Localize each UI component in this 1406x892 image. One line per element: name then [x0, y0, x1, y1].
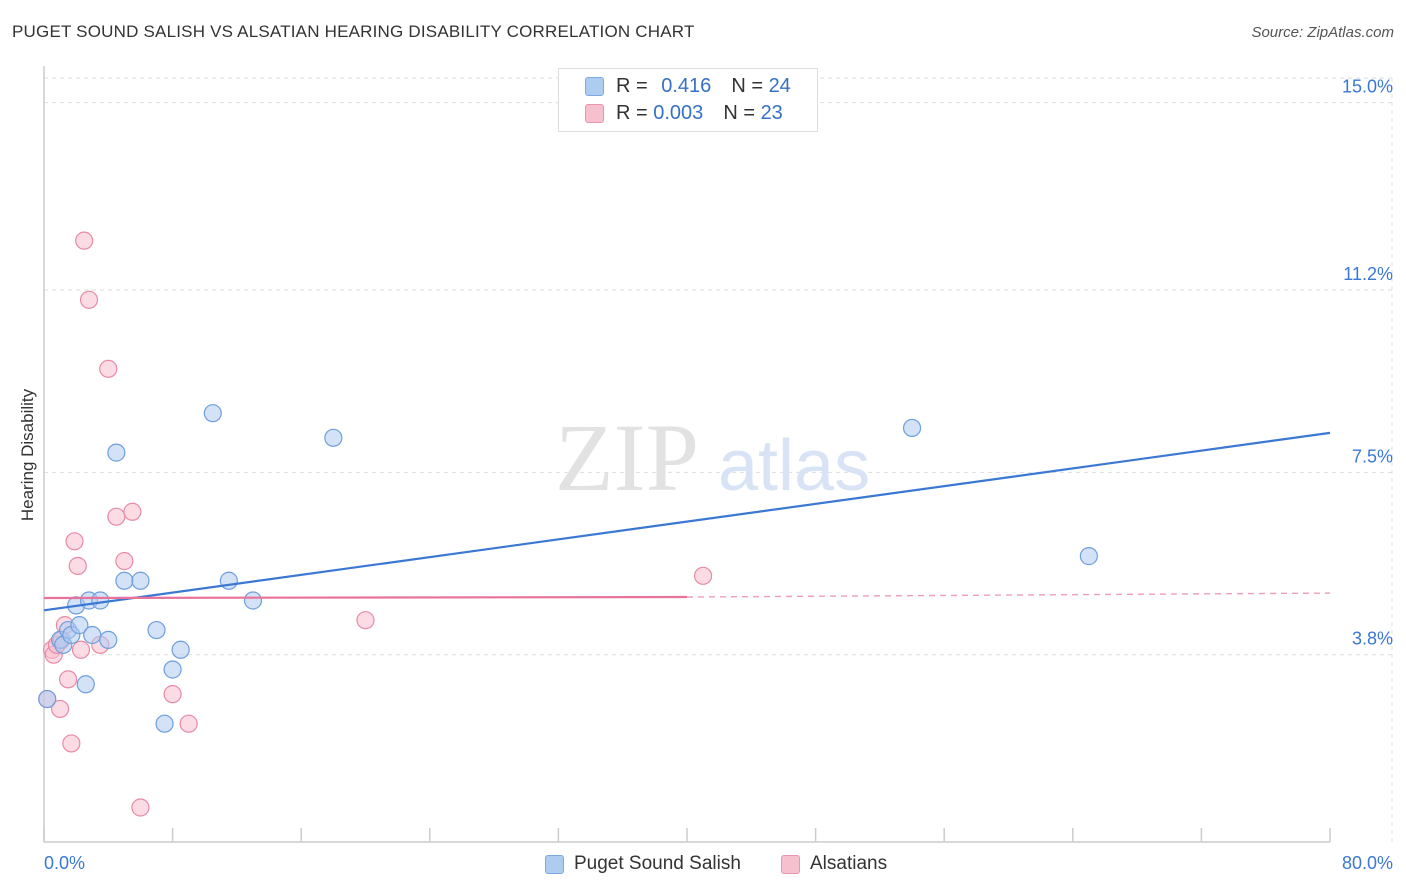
data-point-alsatians: [65, 532, 84, 551]
data-point-alsatians: [107, 507, 126, 526]
data-point-salish: [76, 675, 95, 694]
legend-swatch-alsatians: [585, 103, 604, 123]
legend-r-label: R =: [616, 101, 648, 124]
watermark-atlas: atlas: [718, 426, 870, 506]
legend-n-label: N =: [731, 74, 763, 97]
data-point-salish: [203, 404, 222, 423]
data-point-salish: [171, 640, 190, 659]
bottom-legend-swatch-alsatians: [781, 854, 800, 874]
tick-labels: 3.8% 7.5% 11.2% 15.0% 0.0% 80.0%: [44, 77, 1393, 873]
data-point-alsatians: [71, 640, 91, 659]
trend-line-alsatians: [43, 595, 688, 600]
data-point-salish: [147, 620, 166, 640]
data-point-salish: [1079, 547, 1098, 566]
bottom-legend-alsatians: Alsatians: [781, 852, 887, 876]
y-tick-label: 11.2%: [1343, 264, 1393, 284]
bottom-legend-label-salish: Puget Sound Salish: [574, 853, 741, 874]
legend-swatch-salish: [585, 76, 604, 96]
data-point-alsatians: [179, 714, 198, 733]
legend-r-value: 0.003: [653, 101, 704, 124]
data-point-alsatians: [123, 502, 142, 521]
legend-n-value: 23: [760, 101, 783, 124]
data-point-salish: [83, 625, 102, 645]
data-point-salish: [70, 616, 89, 635]
data-point-salish: [38, 689, 57, 709]
y-tick-label: 7.5%: [1352, 446, 1393, 466]
legend-n-value: 24: [768, 74, 791, 97]
data-point-salish: [115, 571, 134, 590]
trend-line-salish: [43, 431, 1331, 612]
data-point-salish: [99, 630, 118, 650]
data-point-alsatians: [79, 290, 99, 309]
data-point-alsatians: [50, 699, 70, 719]
source-label: Source: ZipAtlas.com: [1251, 24, 1394, 41]
bottom-legend-label-alsatians: Alsatians: [810, 853, 888, 874]
data-point-alsatians: [356, 611, 375, 630]
data-point-alsatians: [68, 556, 87, 576]
legend-r-value: 0.416: [661, 74, 712, 97]
data-point-alsatians: [115, 551, 134, 571]
y-tick-label: 3.8%: [1352, 629, 1393, 649]
data-point-alsatians: [62, 734, 81, 753]
watermark-zip: ZIP: [555, 404, 699, 511]
stats-legend: R = 0.416 N = 24 R = 0.003 N = 23: [558, 68, 818, 132]
data-points: [38, 231, 1098, 817]
bottom-legend-swatch-salish: [545, 854, 564, 874]
x-tick-label: 0.0%: [44, 853, 85, 873]
bottom-legend-salish: Puget Sound Salish: [545, 852, 741, 876]
data-point-salish: [324, 428, 343, 447]
data-point-salish: [155, 714, 174, 733]
legend-n-label: N =: [723, 101, 755, 124]
data-point-alsatians: [131, 798, 150, 817]
x-tick-label: 80.0%: [1342, 853, 1393, 873]
data-point-alsatians: [693, 566, 713, 585]
legend-row-alsatians: R = 0.003 N = 23: [585, 100, 783, 126]
axes: [43, 66, 1331, 843]
trend-line-alsatians-extension: [686, 592, 1331, 598]
trend-lines: [43, 431, 1331, 612]
data-point-salish: [131, 571, 150, 590]
data-point-salish: [902, 418, 922, 438]
data-point-salish: [107, 443, 126, 462]
data-point-alsatians: [99, 359, 118, 378]
chart-title: PUGET SOUND SALISH VS ALSATIAN HEARING D…: [12, 22, 695, 41]
watermark: ZIP atlas: [555, 404, 870, 511]
data-point-alsatians: [75, 231, 94, 250]
data-point-salish: [91, 591, 110, 610]
legend-r-label: R =: [616, 74, 648, 97]
data-point-salish: [163, 660, 182, 679]
data-point-alsatians: [59, 670, 78, 689]
data-point-salish: [243, 591, 263, 610]
y-tick-label: 15.0%: [1342, 77, 1393, 97]
legend-row-salish: R = 0.416 N = 24: [585, 73, 791, 99]
data-point-alsatians: [163, 685, 182, 704]
